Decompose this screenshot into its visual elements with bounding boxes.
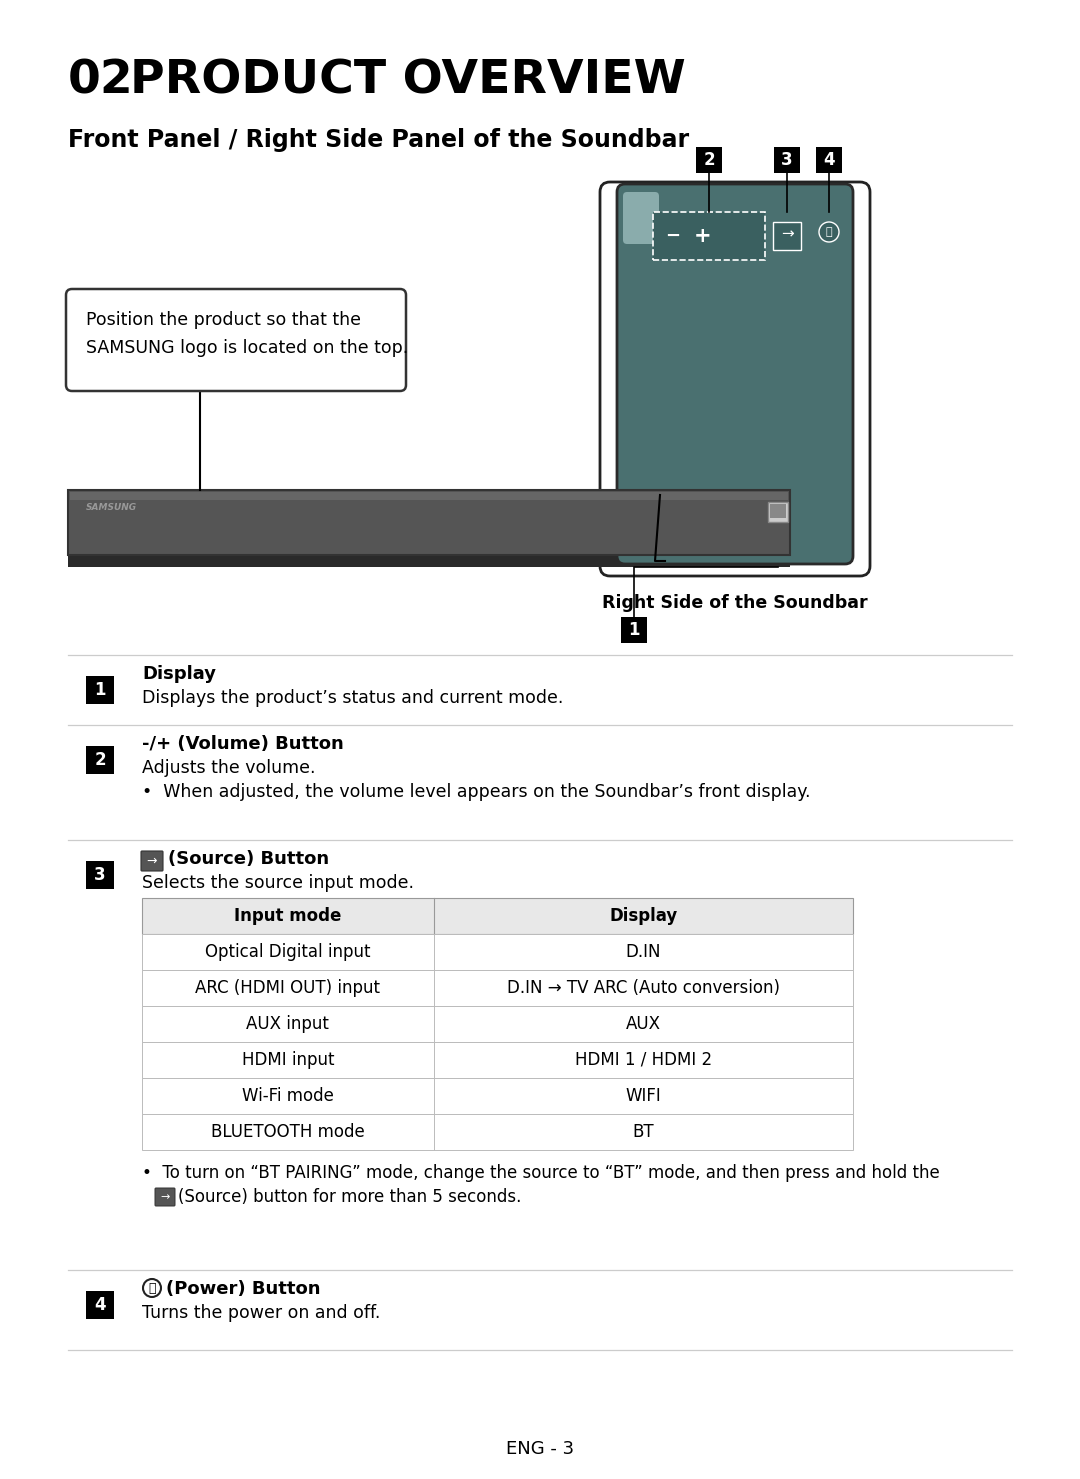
- Text: Front Panel / Right Side Panel of the Soundbar: Front Panel / Right Side Panel of the So…: [68, 129, 689, 152]
- FancyBboxPatch shape: [600, 182, 870, 575]
- Bar: [696, 146, 723, 173]
- Bar: [68, 490, 789, 555]
- Text: 02: 02: [68, 58, 134, 104]
- Bar: [773, 222, 801, 250]
- Text: (Power) Button: (Power) Button: [166, 1279, 321, 1299]
- Text: +: +: [694, 226, 712, 246]
- Bar: [141, 898, 853, 935]
- Bar: [141, 1114, 853, 1151]
- Text: (Source) Button: (Source) Button: [168, 850, 329, 868]
- Text: (Source) button for more than 5 seconds.: (Source) button for more than 5 seconds.: [178, 1188, 522, 1205]
- Text: ⏻: ⏻: [826, 226, 833, 237]
- Bar: [86, 745, 114, 774]
- Text: WIFI: WIFI: [625, 1087, 661, 1105]
- Bar: [141, 970, 853, 1006]
- Text: Adjusts the volume.: Adjusts the volume.: [141, 759, 315, 776]
- Bar: [653, 211, 765, 260]
- Text: Optical Digital input: Optical Digital input: [205, 944, 370, 961]
- Text: Display: Display: [141, 666, 216, 683]
- Text: ENG - 3: ENG - 3: [505, 1441, 575, 1458]
- Text: Display: Display: [609, 907, 677, 924]
- Text: −: −: [665, 226, 680, 246]
- Text: →: →: [160, 1192, 170, 1202]
- Text: D.IN: D.IN: [625, 944, 661, 961]
- Bar: [86, 861, 114, 889]
- FancyBboxPatch shape: [156, 1188, 175, 1205]
- Bar: [770, 504, 786, 518]
- Bar: [768, 501, 788, 522]
- Bar: [86, 676, 114, 704]
- Text: D.IN → TV ARC (Auto conversion): D.IN → TV ARC (Auto conversion): [507, 979, 780, 997]
- Circle shape: [143, 1279, 161, 1297]
- Text: SAMSUNG: SAMSUNG: [86, 503, 137, 513]
- Circle shape: [819, 222, 839, 243]
- Text: •  To turn on “BT PAIRING” mode, change the source to “BT” mode, and then press : • To turn on “BT PAIRING” mode, change t…: [141, 1164, 940, 1182]
- FancyBboxPatch shape: [66, 288, 406, 390]
- Bar: [70, 493, 788, 500]
- Text: 2: 2: [703, 151, 715, 169]
- Text: -/+ (Volume) Button: -/+ (Volume) Button: [141, 735, 343, 753]
- Text: Input mode: Input mode: [234, 907, 341, 924]
- Bar: [141, 1078, 853, 1114]
- Text: 2: 2: [94, 751, 106, 769]
- FancyBboxPatch shape: [141, 850, 163, 871]
- Text: →: →: [147, 855, 158, 868]
- Text: AUX input: AUX input: [246, 1015, 329, 1032]
- Text: 3: 3: [94, 867, 106, 884]
- Bar: [141, 1043, 853, 1078]
- Text: 4: 4: [94, 1296, 106, 1313]
- Text: BLUETOOTH mode: BLUETOOTH mode: [211, 1123, 365, 1140]
- Text: Wi-Fi mode: Wi-Fi mode: [242, 1087, 334, 1105]
- Text: 1: 1: [629, 621, 639, 639]
- Text: PRODUCT OVERVIEW: PRODUCT OVERVIEW: [130, 58, 686, 104]
- Bar: [774, 146, 800, 173]
- Text: HDMI input: HDMI input: [242, 1052, 334, 1069]
- FancyBboxPatch shape: [623, 192, 659, 244]
- Text: →: →: [781, 226, 794, 241]
- Bar: [68, 555, 789, 566]
- Text: 1: 1: [94, 680, 106, 700]
- Text: HDMI 1 / HDMI 2: HDMI 1 / HDMI 2: [575, 1052, 712, 1069]
- Bar: [141, 935, 853, 970]
- Text: ⏻: ⏻: [148, 1281, 156, 1294]
- Text: 3: 3: [781, 151, 793, 169]
- Text: •  When adjusted, the volume level appears on the Soundbar’s front display.: • When adjusted, the volume level appear…: [141, 782, 810, 802]
- Text: Turns the power on and off.: Turns the power on and off.: [141, 1304, 380, 1322]
- Text: BT: BT: [633, 1123, 654, 1140]
- Text: Position the product so that the
SAMSUNG logo is located on the top.: Position the product so that the SAMSUNG…: [86, 311, 408, 356]
- Text: 4: 4: [823, 151, 835, 169]
- Bar: [816, 146, 842, 173]
- Text: ARC (HDMI OUT) input: ARC (HDMI OUT) input: [195, 979, 380, 997]
- Bar: [621, 617, 647, 643]
- FancyBboxPatch shape: [617, 183, 853, 563]
- Bar: [141, 1006, 853, 1043]
- Text: Displays the product’s status and current mode.: Displays the product’s status and curren…: [141, 689, 564, 707]
- Text: Right Side of the Soundbar: Right Side of the Soundbar: [603, 595, 868, 612]
- Text: AUX: AUX: [625, 1015, 661, 1032]
- Bar: [86, 1291, 114, 1319]
- Text: Selects the source input mode.: Selects the source input mode.: [141, 874, 414, 892]
